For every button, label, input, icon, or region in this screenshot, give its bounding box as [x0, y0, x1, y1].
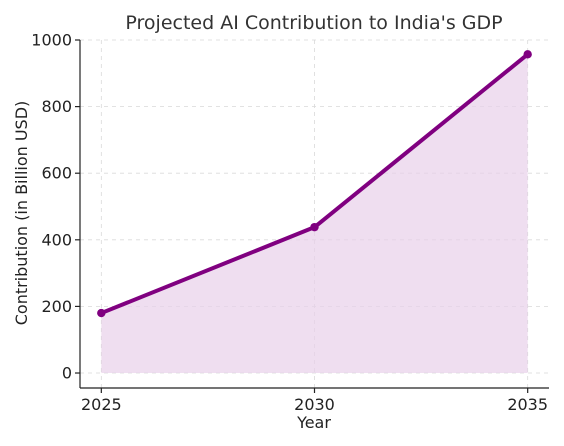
chart-title: Projected AI Contribution to India's GDP: [125, 12, 502, 34]
y-tick-label: 800: [41, 97, 72, 116]
x-tick-label: 2030: [294, 395, 335, 414]
x-tick-label: 2035: [507, 395, 548, 414]
tick-labels: 0 200 400 600 800 1000 2025 2030 2035: [31, 31, 548, 415]
y-tick-label: 1000: [31, 31, 72, 50]
data-point-2030: [310, 222, 319, 232]
y-tick-label: 400: [41, 230, 72, 249]
y-tick-label: 600: [41, 164, 72, 183]
x-axis-label: Year: [296, 413, 331, 432]
y-tick-label: 200: [41, 297, 72, 316]
data-point-2025: [97, 308, 106, 318]
series-area-fill: [101, 54, 528, 374]
data-point-2035: [523, 50, 532, 59]
x-tick-label: 2025: [81, 395, 122, 414]
y-axis-label: Contribution (in Billion USD): [12, 101, 31, 326]
data-points-layer: [97, 50, 532, 318]
axes: [75, 39, 549, 393]
y-tick-label: 0: [62, 364, 72, 383]
area-fill-layer: [101, 54, 528, 374]
